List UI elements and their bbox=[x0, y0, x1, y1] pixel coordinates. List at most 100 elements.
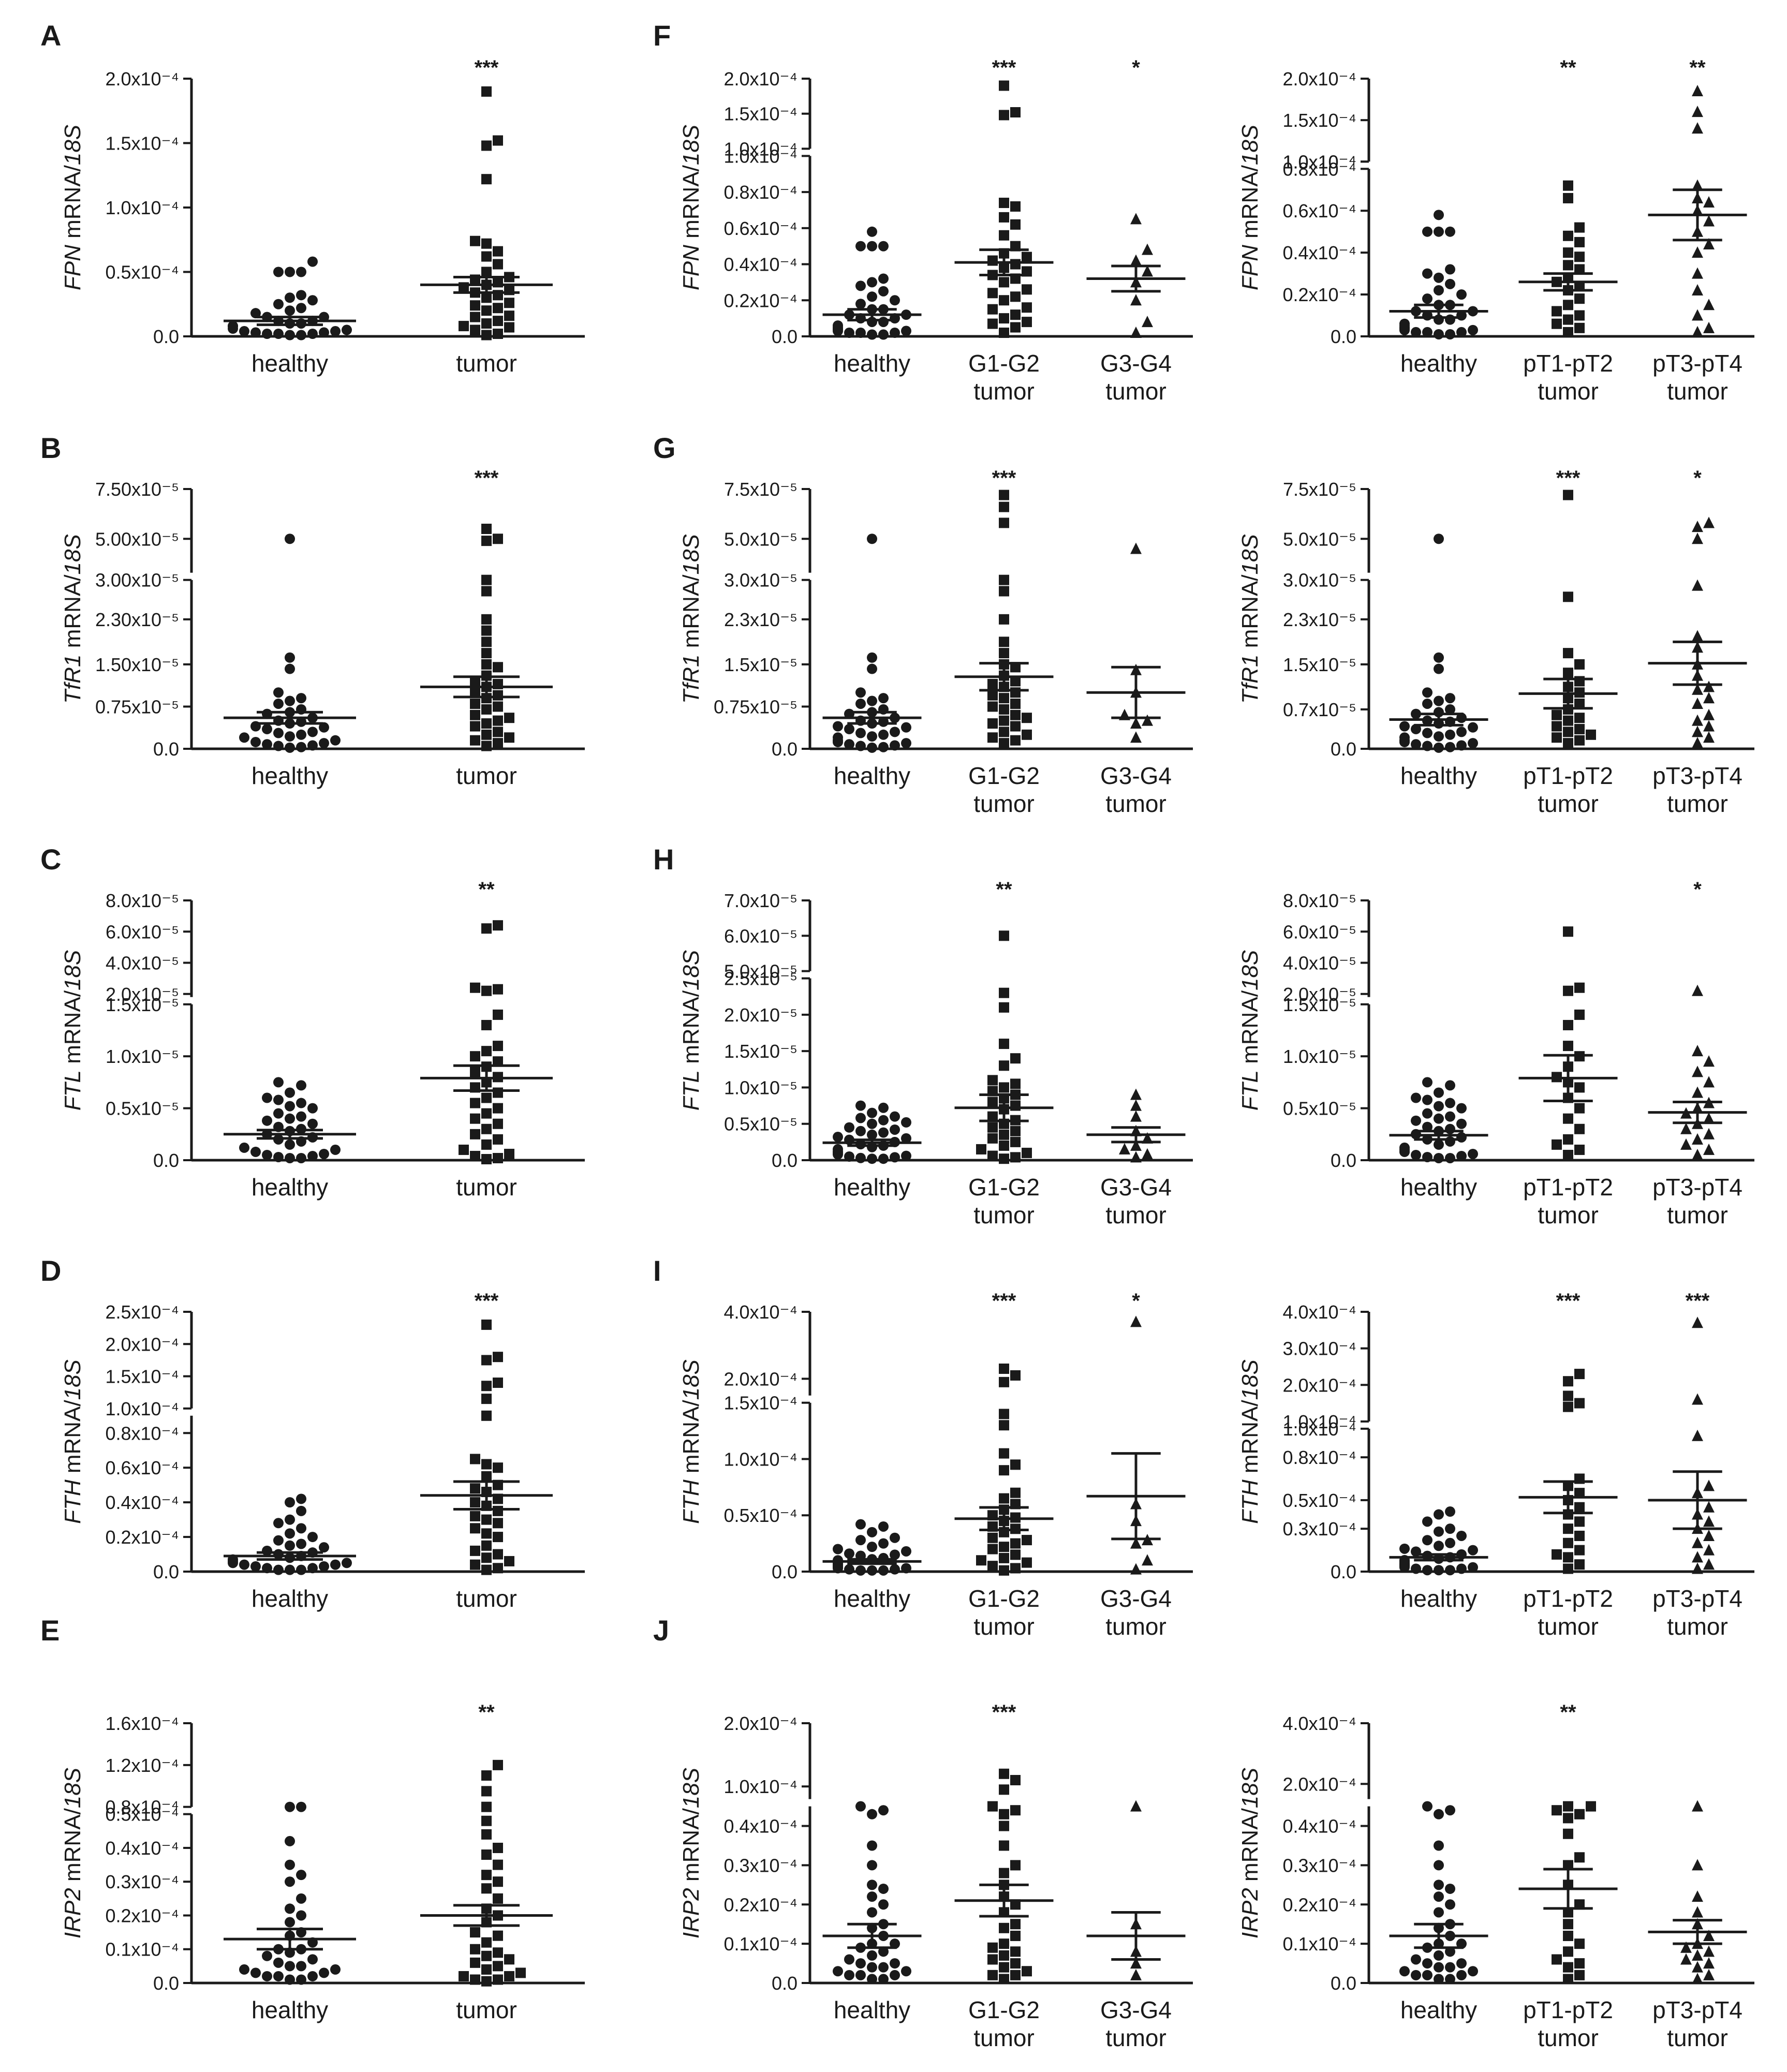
data-point bbox=[901, 325, 911, 336]
data-point bbox=[1445, 1805, 1455, 1816]
data-point bbox=[262, 739, 272, 750]
data-point bbox=[493, 1352, 503, 1363]
data-point bbox=[1586, 729, 1596, 740]
data-point bbox=[1703, 1501, 1715, 1513]
y-tick-label: 7.50x10⁻⁵ bbox=[95, 479, 179, 500]
data-point bbox=[239, 1559, 249, 1570]
y-tick-label: 3.0x10⁻⁴ bbox=[1282, 1338, 1356, 1359]
data-point bbox=[999, 574, 1009, 585]
x-category-label: healthy bbox=[1400, 762, 1477, 789]
data-point bbox=[1010, 1136, 1021, 1147]
data-point bbox=[481, 1883, 492, 1894]
significance-label: ** bbox=[1560, 1701, 1576, 1724]
data-point bbox=[1552, 318, 1562, 329]
y-tick-label: 1.0x10⁻⁴ bbox=[105, 1398, 179, 1419]
y-tick-label: 0.0 bbox=[153, 738, 179, 760]
data-point bbox=[1445, 1962, 1455, 1973]
data-point bbox=[1411, 1563, 1421, 1574]
data-point bbox=[1142, 265, 1153, 277]
data-point bbox=[999, 313, 1009, 324]
data-point bbox=[1434, 1541, 1444, 1551]
y-tick-label: 0.5x10⁻⁴ bbox=[105, 1804, 179, 1825]
data-point bbox=[470, 1150, 480, 1161]
data-point bbox=[459, 1144, 469, 1155]
data-point bbox=[1703, 1143, 1715, 1155]
y-tick-label: 0.5x10⁻⁵ bbox=[106, 1098, 179, 1119]
data-point bbox=[867, 277, 877, 288]
data-point bbox=[493, 1532, 503, 1543]
data-point bbox=[296, 1152, 306, 1163]
data-point bbox=[481, 637, 492, 647]
data-point bbox=[1022, 1966, 1032, 1977]
data-point bbox=[1142, 1148, 1153, 1160]
data-point bbox=[1130, 1110, 1142, 1122]
y-tick-label: 3.0x10⁻⁵ bbox=[724, 570, 797, 591]
data-point bbox=[1434, 1565, 1444, 1576]
data-point bbox=[1010, 1930, 1021, 1941]
data-point bbox=[878, 1102, 889, 1113]
significance-label: *** bbox=[992, 467, 1016, 490]
data-point bbox=[878, 1974, 889, 1985]
data-point bbox=[1574, 1559, 1585, 1570]
data-point bbox=[890, 1532, 900, 1543]
data-point bbox=[481, 614, 492, 625]
data-point bbox=[1422, 698, 1432, 709]
data-point bbox=[273, 1094, 284, 1105]
significance-label: * bbox=[1693, 467, 1702, 490]
y-tick-label: 7.5x10⁻⁵ bbox=[724, 479, 797, 500]
data-point bbox=[330, 735, 341, 746]
significance-label: *** bbox=[1556, 467, 1581, 490]
data-point bbox=[1692, 1800, 1703, 1812]
x-category-label: tumor bbox=[1538, 378, 1599, 405]
y-tick-label: 2.30x10⁻⁵ bbox=[95, 609, 179, 630]
data-point bbox=[867, 1860, 877, 1871]
data-point bbox=[470, 721, 480, 732]
data-point bbox=[481, 140, 492, 151]
y-tick-label: 0.6x10⁻⁴ bbox=[723, 218, 797, 239]
panel-label: F bbox=[653, 19, 671, 52]
data-point bbox=[890, 727, 900, 737]
data-point bbox=[1692, 579, 1703, 591]
data-point bbox=[901, 1966, 911, 1977]
data-point bbox=[1692, 1973, 1703, 1985]
data-point bbox=[307, 727, 318, 737]
data-point bbox=[999, 1409, 1009, 1419]
data-point bbox=[833, 320, 843, 331]
data-point bbox=[1563, 1563, 1573, 1574]
data-point bbox=[1703, 1515, 1715, 1527]
data-point bbox=[1563, 1552, 1573, 1563]
y-tick-label: 3.00x10⁻⁵ bbox=[95, 570, 179, 591]
data-point bbox=[481, 718, 492, 729]
y-tick-label: 0.8x10⁻⁴ bbox=[1282, 158, 1356, 180]
data-point bbox=[1399, 721, 1410, 732]
data-point bbox=[1022, 284, 1032, 295]
significance-label: *** bbox=[992, 1290, 1016, 1312]
data-point bbox=[1422, 293, 1432, 304]
data-point bbox=[1552, 1549, 1562, 1560]
x-category-label: pT1-pT2 bbox=[1523, 1585, 1613, 1612]
data-point bbox=[1010, 322, 1021, 333]
y-axis-label: FTL mRNA/18S bbox=[678, 950, 704, 1111]
data-point bbox=[1456, 327, 1467, 337]
data-point bbox=[239, 1142, 249, 1153]
data-point bbox=[1445, 704, 1455, 715]
data-point bbox=[470, 1927, 480, 1938]
data-point bbox=[878, 729, 889, 740]
data-point bbox=[262, 1563, 272, 1574]
data-point bbox=[1703, 238, 1715, 249]
data-point bbox=[285, 1859, 295, 1870]
y-tick-label: 0.75x10⁻⁵ bbox=[714, 696, 797, 717]
data-point bbox=[481, 1514, 492, 1525]
data-point bbox=[285, 1917, 295, 1928]
y-tick-label: 0.4x10⁻⁴ bbox=[105, 1492, 179, 1513]
data-point bbox=[1574, 1144, 1585, 1155]
data-point bbox=[296, 330, 306, 341]
data-point bbox=[1563, 247, 1573, 258]
significance-label: ** bbox=[478, 1701, 495, 1724]
data-point bbox=[1574, 236, 1585, 247]
data-point bbox=[867, 1891, 877, 1902]
y-tick-label: 2.0x10⁻⁵ bbox=[724, 1004, 797, 1026]
y-tick-label: 0.8x10⁻⁴ bbox=[105, 1423, 179, 1444]
data-point bbox=[481, 1849, 492, 1860]
data-point bbox=[1445, 1098, 1455, 1108]
